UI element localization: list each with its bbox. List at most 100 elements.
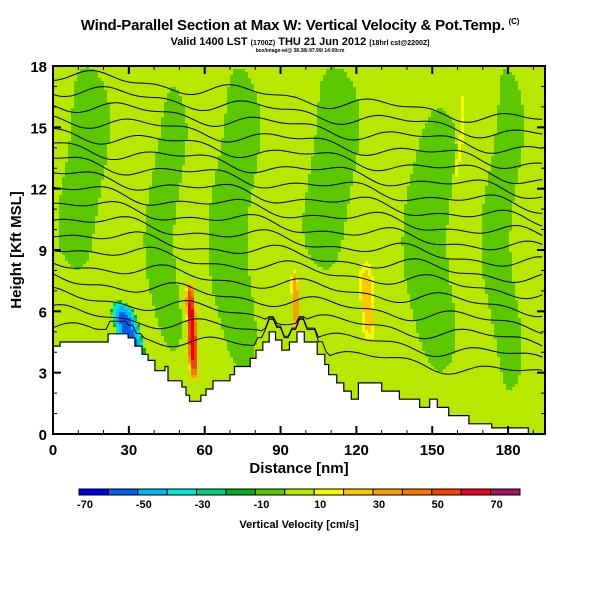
velocity-cell <box>164 102 168 106</box>
velocity-cell <box>398 75 402 79</box>
velocity-cell <box>134 120 138 124</box>
velocity-cell <box>224 90 228 94</box>
velocity-cell <box>329 153 333 157</box>
velocity-cell <box>395 111 399 115</box>
velocity-cell <box>83 117 87 121</box>
velocity-cell <box>296 78 300 82</box>
velocity-cell <box>278 117 282 121</box>
velocity-cell <box>206 138 210 142</box>
velocity-cell <box>290 90 294 94</box>
velocity-cell <box>500 141 504 145</box>
velocity-cell <box>125 114 129 118</box>
velocity-cell <box>242 87 246 91</box>
velocity-cell <box>68 93 72 97</box>
velocity-cell <box>410 153 414 157</box>
velocity-cell <box>494 84 498 88</box>
velocity-cell <box>296 75 300 79</box>
velocity-cell <box>539 135 543 139</box>
velocity-cell <box>110 105 114 109</box>
velocity-cell <box>323 66 327 70</box>
velocity-cell <box>95 81 99 85</box>
velocity-cell <box>134 96 138 100</box>
velocity-cell <box>185 69 189 73</box>
velocity-cell <box>407 153 411 157</box>
velocity-cell <box>500 111 504 115</box>
velocity-cell <box>209 120 213 124</box>
velocity-cell <box>533 108 537 112</box>
velocity-cell <box>275 126 279 130</box>
velocity-cell <box>413 138 417 142</box>
velocity-cell <box>314 147 318 151</box>
velocity-cell <box>521 141 525 145</box>
velocity-cell <box>194 69 198 73</box>
velocity-cell <box>59 144 63 148</box>
velocity-cell <box>206 129 210 133</box>
velocity-cell <box>320 138 324 142</box>
velocity-cell <box>119 108 123 112</box>
velocity-cell <box>188 69 192 73</box>
velocity-cell <box>542 93 545 97</box>
velocity-cell <box>302 132 306 136</box>
velocity-cell <box>407 87 411 91</box>
velocity-cell <box>521 117 525 121</box>
velocity-cell <box>305 135 309 139</box>
velocity-cell <box>197 102 201 106</box>
velocity-cell <box>302 72 306 76</box>
velocity-cell <box>242 135 246 139</box>
velocity-cell <box>170 93 174 97</box>
velocity-cell <box>362 87 366 91</box>
velocity-cell <box>59 114 63 118</box>
velocity-cell <box>299 108 303 112</box>
velocity-cell <box>65 105 69 109</box>
velocity-cell <box>419 114 423 118</box>
velocity-cell <box>470 141 474 145</box>
velocity-cell <box>188 114 192 118</box>
velocity-cell <box>95 102 99 106</box>
velocity-cell <box>371 135 375 139</box>
velocity-cell <box>338 147 342 151</box>
velocity-cell <box>536 90 540 94</box>
velocity-cell <box>206 87 210 91</box>
velocity-cell <box>305 126 309 130</box>
velocity-cell <box>188 138 192 142</box>
velocity-cell <box>260 120 264 124</box>
velocity-cell <box>134 114 138 118</box>
velocity-cell <box>536 120 540 124</box>
velocity-cell <box>326 78 330 82</box>
velocity-cell <box>314 66 318 70</box>
velocity-cell <box>449 81 453 85</box>
velocity-cell <box>536 78 540 82</box>
velocity-cell <box>146 111 150 115</box>
velocity-cell <box>527 72 531 76</box>
velocity-cell <box>515 72 519 76</box>
velocity-cell <box>500 96 504 100</box>
velocity-cell <box>473 72 477 76</box>
velocity-cell <box>197 144 201 148</box>
velocity-cell <box>161 123 165 127</box>
velocity-cell <box>215 144 219 148</box>
velocity-cell <box>137 144 141 148</box>
velocity-cell <box>374 75 378 79</box>
velocity-cell <box>494 117 498 121</box>
velocity-cell <box>161 147 165 151</box>
velocity-cell <box>161 141 165 145</box>
velocity-cell <box>395 108 399 112</box>
velocity-cell <box>68 96 72 100</box>
velocity-cell <box>389 126 393 130</box>
velocity-cell <box>182 135 186 139</box>
velocity-cell <box>488 153 492 157</box>
velocity-cell <box>92 96 96 100</box>
velocity-cell <box>359 126 363 130</box>
velocity-cell <box>128 78 132 82</box>
velocity-cell <box>191 102 195 106</box>
velocity-cell <box>83 132 87 136</box>
velocity-cell <box>113 147 117 151</box>
velocity-cell <box>116 99 120 103</box>
velocity-cell <box>179 120 183 124</box>
velocity-cell <box>230 114 234 118</box>
velocity-cell <box>470 138 474 142</box>
velocity-cell <box>470 87 474 91</box>
velocity-cell <box>533 147 537 151</box>
velocity-cell <box>497 78 501 82</box>
velocity-cell <box>527 126 531 130</box>
